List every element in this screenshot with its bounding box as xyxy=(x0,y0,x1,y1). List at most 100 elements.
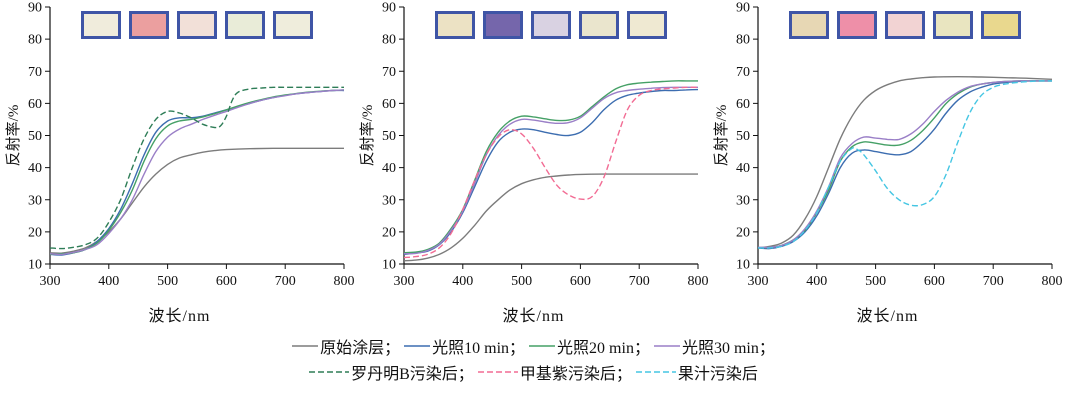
series-line xyxy=(49,89,344,256)
series-line xyxy=(403,86,698,255)
y-tick-label: 80 xyxy=(28,33,42,48)
fabric-swatch xyxy=(227,14,262,36)
chart-canvas-1: 10 20 30 40 50 60 70 80 90 300 400 500 600 700 800 反射率/… xyxy=(5,2,355,289)
y-tick-label: 30 xyxy=(382,193,396,208)
series-line xyxy=(49,89,344,256)
series-line xyxy=(49,86,344,250)
x-tick-label: 800 xyxy=(687,274,708,289)
series-line xyxy=(757,80,1052,250)
y-tick-label: 60 xyxy=(736,97,750,112)
y-tick-label: 30 xyxy=(28,193,42,208)
y-tick-label: 90 xyxy=(382,2,396,16)
y-tick-label: 20 xyxy=(736,225,750,240)
fabric-swatch xyxy=(935,14,970,36)
chart-canvas-3: 10 20 30 40 50 60 70 80 90 300 400 500 600 700 800 反射率/… xyxy=(713,2,1063,289)
fabric-swatch xyxy=(437,14,472,36)
y-tick-label: 40 xyxy=(382,161,396,176)
fabric-swatch xyxy=(179,14,214,36)
x-axis-label: 波长/nm xyxy=(856,308,919,325)
y-tick-label: 70 xyxy=(28,65,42,80)
y-axis-label: 反射率/% xyxy=(359,105,376,167)
x-tick-label: 600 xyxy=(569,274,590,289)
fabric-swatch xyxy=(983,14,1018,36)
series-line xyxy=(403,173,698,262)
y-axis-label: 反射率/% xyxy=(713,105,730,167)
x-tick-label: 800 xyxy=(333,274,354,289)
legend-line-sample xyxy=(529,345,556,347)
series-line xyxy=(49,147,344,254)
fabric-swatch xyxy=(887,14,922,36)
x-tick-label: 400 xyxy=(806,274,827,289)
y-tick-label: 40 xyxy=(736,161,750,176)
legend-line-sample xyxy=(309,371,350,373)
fabric-swatch xyxy=(533,14,568,36)
x-tick-label: 400 xyxy=(452,274,473,289)
y-tick-label: 20 xyxy=(28,225,42,240)
legend-label: 光照10 min； xyxy=(432,340,526,357)
series-line xyxy=(757,80,1052,249)
y-tick-label: 50 xyxy=(382,129,396,144)
series-line xyxy=(757,80,1052,249)
fabric-swatch xyxy=(581,14,616,36)
legend-label: 原始涂层； xyxy=(320,340,401,357)
legend-item: 甲基紫污染后； xyxy=(477,360,632,384)
series-line xyxy=(403,86,698,259)
series-line xyxy=(49,89,344,256)
fabric-swatch xyxy=(83,14,118,36)
y-tick-label: 10 xyxy=(382,258,396,273)
x-tick-label: 300 xyxy=(393,274,414,289)
legend-item: 原始涂层； xyxy=(292,334,400,358)
x-tick-label: 300 xyxy=(39,274,60,289)
x-tick-label: 500 xyxy=(865,274,886,289)
x-axis-label: 波长/nm xyxy=(148,308,211,325)
chart-panel-3: 10 20 30 40 50 60 70 80 90 300 400 500 600 700 800 反射率/… xyxy=(712,2,1064,326)
y-tick-label: 60 xyxy=(28,97,42,112)
charts-row: 10 20 30 40 50 60 70 80 90 300 400 500 600 700 800 反射率/… xyxy=(4,2,1064,326)
fabric-swatch xyxy=(839,14,874,36)
legend-item: 光照30 min； xyxy=(653,334,775,358)
legend-item: 果汁污染后 xyxy=(635,360,758,384)
legend-row-2: 罗丹明B污染后； 甲基紫污染后； 果汁污染后 xyxy=(309,360,758,384)
legend-line-sample xyxy=(404,345,431,347)
legend-line-sample xyxy=(477,371,518,373)
fabric-swatch xyxy=(791,14,826,36)
y-tick-label: 60 xyxy=(382,97,396,112)
x-tick-label: 400 xyxy=(98,274,119,289)
y-axis-label: 反射率/% xyxy=(5,105,22,167)
y-tick-label: 50 xyxy=(28,129,42,144)
y-tick-label: 30 xyxy=(736,193,750,208)
chart-panel-2: 10 20 30 40 50 60 70 80 90 300 400 500 600 700 800 反射率/… xyxy=(358,2,710,326)
legend-line-sample xyxy=(292,345,319,347)
x-tick-label: 500 xyxy=(511,274,532,289)
x-tick-label: 500 xyxy=(157,274,178,289)
series-line xyxy=(403,88,698,256)
legend-item: 罗丹明B污染后； xyxy=(309,360,474,384)
series-line xyxy=(403,80,698,254)
fabric-swatch xyxy=(485,14,520,36)
fabric-swatch xyxy=(275,14,310,36)
y-tick-label: 10 xyxy=(736,258,750,273)
y-tick-label: 90 xyxy=(736,2,750,16)
y-tick-label: 80 xyxy=(736,33,750,48)
y-tick-label: 80 xyxy=(382,33,396,48)
legend: 原始涂层； 光照10 min； 光照20 min； 光照30 min； 罗丹明B污染后… xyxy=(292,334,775,384)
y-tick-label: 20 xyxy=(382,225,396,240)
legend-row-1: 原始涂层； 光照10 min； 光照20 min； 光照30 min； xyxy=(292,334,775,358)
y-tick-label: 70 xyxy=(382,65,396,80)
chart-canvas-2: 10 20 30 40 50 60 70 80 90 300 400 500 600 700 800 反射率/… xyxy=(359,2,709,289)
fabric-swatch xyxy=(131,14,166,36)
y-tick-label: 50 xyxy=(736,129,750,144)
x-tick-label: 800 xyxy=(1041,274,1062,289)
fabric-swatch xyxy=(629,14,664,36)
x-tick-label: 600 xyxy=(215,274,236,289)
x-tick-label: 700 xyxy=(628,274,649,289)
x-tick-label: 700 xyxy=(274,274,295,289)
legend-item: 光照10 min； xyxy=(404,334,525,358)
y-tick-label: 90 xyxy=(28,2,42,16)
series-line xyxy=(757,76,1052,249)
y-tick-label: 40 xyxy=(28,161,42,176)
legend-label: 甲基紫污染后； xyxy=(519,366,632,383)
legend-line-sample xyxy=(653,345,680,347)
legend-item: 光照20 min； xyxy=(529,334,650,358)
